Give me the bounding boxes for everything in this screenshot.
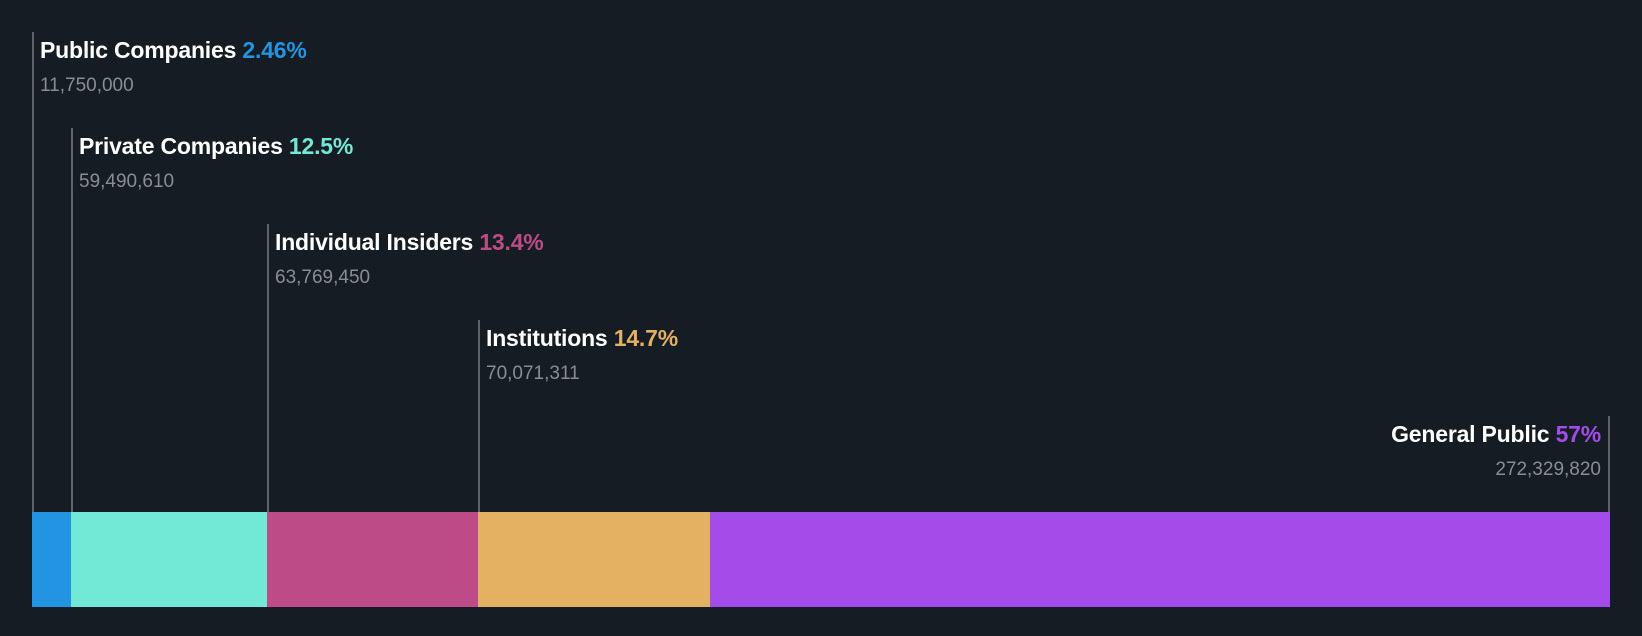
segment-general-public[interactable] xyxy=(710,512,1610,607)
segment-institutions[interactable] xyxy=(478,512,710,607)
label-general-public: General Public 57% 272,329,820 xyxy=(1391,420,1601,482)
share-count: 63,769,450 xyxy=(275,267,371,288)
share-count: 272,329,820 xyxy=(1495,459,1601,480)
label-private-companies: Private Companies 12.5% 59,490,610 xyxy=(79,132,353,194)
leader-line-institutions xyxy=(478,320,480,512)
share-count: 70,071,311 xyxy=(486,363,580,384)
share-count: 59,490,610 xyxy=(79,171,175,192)
percentage: 13.4% xyxy=(479,229,544,255)
percentage: 57% xyxy=(1555,421,1602,447)
category-name: Public Companies xyxy=(40,37,237,63)
leader-line-general-public xyxy=(1608,416,1610,512)
leader-line-private-companies xyxy=(71,128,73,512)
category-name: Private Companies xyxy=(79,133,283,159)
category-name: Individual Insiders xyxy=(275,229,474,255)
percentage: 12.5% xyxy=(288,133,354,159)
leader-line-individual-insiders xyxy=(267,224,269,512)
category-name: Institutions xyxy=(486,325,608,351)
segment-private-companies[interactable] xyxy=(71,512,267,607)
segment-public-companies[interactable] xyxy=(32,512,71,607)
label-institutions: Institutions 14.7% 70,071,311 xyxy=(486,324,678,386)
label-public-companies: Public Companies 2.46% 11,750,000 xyxy=(40,36,307,98)
percentage: 14.7% xyxy=(613,325,678,351)
category-name: General Public xyxy=(1391,421,1550,447)
segment-individual-insiders[interactable] xyxy=(267,512,478,607)
leader-line-public-companies xyxy=(32,32,34,512)
label-individual-insiders: Individual Insiders 13.4% 63,769,450 xyxy=(275,228,544,290)
share-count: 11,750,000 xyxy=(40,75,134,96)
percentage: 2.46% xyxy=(242,37,307,63)
